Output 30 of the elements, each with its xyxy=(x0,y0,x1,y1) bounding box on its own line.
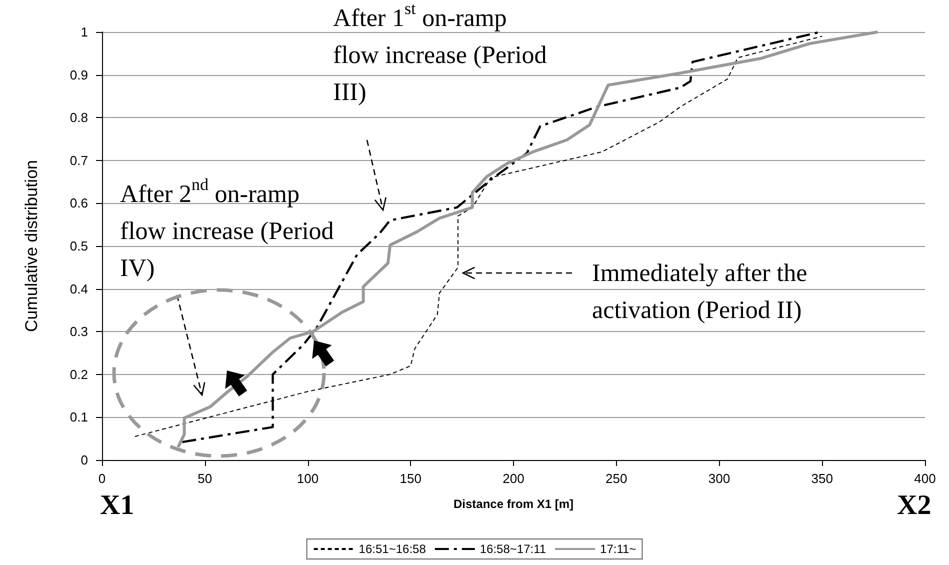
y-tick-label: 1 xyxy=(80,24,88,40)
annotation: Immediately after the activation (Period II) xyxy=(592,259,808,326)
y-tick-label: 0.9 xyxy=(70,67,88,82)
x-axis-title: Distance from X1 [m] xyxy=(453,497,574,511)
y-tick-label: 0.1 xyxy=(70,410,88,425)
legend-label: 17:11~ xyxy=(600,542,636,556)
x-tick-label: 150 xyxy=(400,471,422,486)
y-tick-label: 0.3 xyxy=(70,324,88,340)
annotation: After 2$^{nd}$ on-ramp flow increase (Period IV) xyxy=(120,175,335,284)
x-tick-label: 50 xyxy=(198,471,212,486)
text: X2 xyxy=(897,490,932,522)
y-tick-label: 0.8 xyxy=(70,110,88,126)
x-tick-label: 100 xyxy=(296,471,319,486)
y-tick-label: 0.2 xyxy=(70,366,88,382)
y-axis-title: Cumulative distribution xyxy=(22,160,41,332)
x-tick-label: 400 xyxy=(914,471,936,486)
x-tick-label: 250 xyxy=(606,471,628,486)
y-tick-label: 0.5 xyxy=(70,238,88,254)
legend-label: 16:58~17:11 xyxy=(480,542,546,556)
x-tick-label: 350 xyxy=(811,471,833,486)
x-tick-label: 0 xyxy=(98,471,106,486)
legend-label: 16:51~16:58 xyxy=(358,542,426,556)
y-tick-label: 0.6 xyxy=(70,196,88,211)
y-tick-label: 0.7 xyxy=(70,152,88,168)
x-tick-label: 300 xyxy=(708,471,730,486)
y-tick-label: 0.4 xyxy=(70,281,88,296)
annotation: After 1$^{st}$ on-ramp flow increase (Period III) xyxy=(333,0,548,108)
x-tick-label: 200 xyxy=(502,471,524,486)
y-tick-label: 0 xyxy=(80,452,88,468)
text: X1 xyxy=(100,490,134,522)
